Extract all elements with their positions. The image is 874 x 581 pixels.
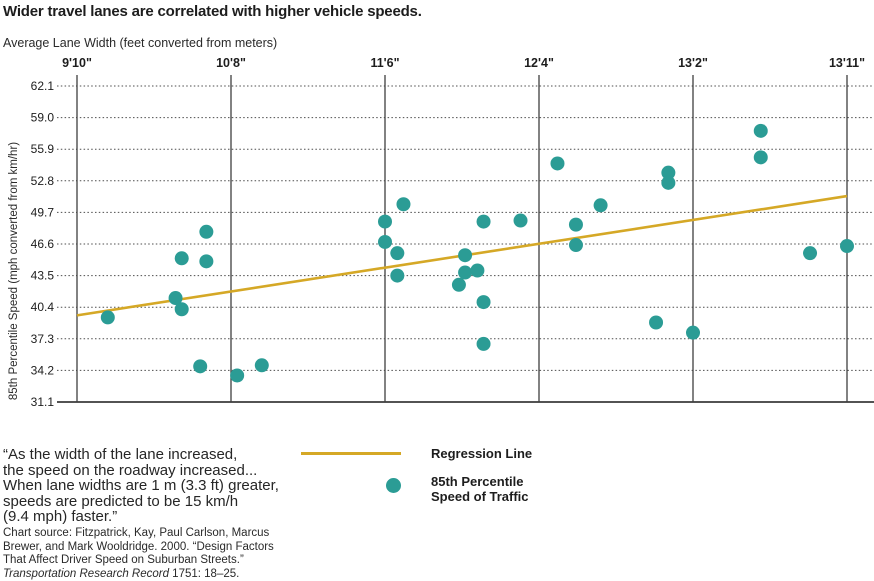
scatter-point [753, 123, 768, 138]
scatter-point [396, 197, 411, 212]
quote-line: (9.4 mph) faster.” [3, 508, 118, 526]
scatter-point [458, 265, 473, 280]
chart-source-citation: Chart source: Fitzpatrick, Kay, Paul Car… [3, 527, 274, 581]
scatter-point [476, 214, 491, 229]
legend-scatter-label-line2: Speed of Traffic [431, 488, 529, 504]
scatter-point [199, 254, 214, 269]
y-tick-label: 40.4 [31, 300, 55, 314]
scatter-point [476, 295, 491, 310]
scatter-point [100, 310, 115, 325]
y-tick-label: 31.1 [31, 395, 55, 409]
x-tick-label: 13'11" [829, 56, 865, 70]
scatter-point [568, 238, 583, 253]
journal-issue-pages: 1751: 18–25. [168, 567, 240, 580]
scatter-point [513, 213, 528, 228]
y-tick-label: 43.5 [31, 269, 55, 283]
scatter-dot-swatch [386, 478, 401, 493]
scatter-point [753, 150, 768, 165]
scatter-point [168, 291, 183, 306]
scatter-chart: 62.1 59.0 55.9 52.8 49.7 46.6 43.5 40.4 37.3 34.2… [31, 56, 874, 409]
y-tick-label: 49.7 [31, 205, 55, 219]
source-line: That Affect Driver Speed on Suburban Str… [3, 554, 244, 566]
y-tick-label: 34.2 [31, 363, 55, 377]
quote-line: “As the width of the lane increased, [3, 446, 238, 463]
y-tick-label: 52.8 [31, 174, 55, 188]
x-tick-label: 12'4" [524, 56, 554, 70]
scatter-point [476, 336, 491, 351]
x-tick-label: 11'6" [370, 56, 399, 70]
x-tick-label: 9'10" [62, 56, 92, 70]
scatter-point [803, 246, 818, 261]
scatter-point [550, 156, 565, 171]
legend-scatter-label-line1: 85th Percentile [431, 474, 524, 489]
scatter-point [686, 325, 700, 340]
quote-line: When lane widths are 1 m (3.3 ft) greate… [3, 477, 279, 495]
scatter-point [451, 277, 466, 292]
y-tick-label: 37.3 [31, 332, 55, 346]
source-line: Transportation Research Record 1751: 18–… [3, 568, 274, 581]
scatter-point [174, 302, 189, 317]
y-tick-label: 59.0 [31, 111, 55, 125]
pull-quote: “As the width of the lane increased, the… [3, 447, 279, 525]
y-tick-label: 62.1 [31, 79, 55, 93]
scatter-point [378, 214, 392, 229]
y-tick-label: 55.9 [31, 142, 55, 156]
scatter-point [174, 251, 189, 266]
regression-line-swatch [301, 452, 401, 455]
scatter-point [193, 359, 208, 374]
x-tick-label: 13'2" [678, 56, 708, 70]
scatter-point [378, 234, 392, 249]
quote-line: the speed on the roadway increased... [3, 461, 258, 479]
scatter-point [568, 217, 583, 232]
scatter-point [254, 358, 269, 373]
scatter-point [390, 268, 405, 283]
scatter-point [649, 315, 664, 330]
legend-regression-label: Regression Line [431, 446, 533, 461]
quote-line: speeds are predicted to be 15 km/h [3, 492, 239, 510]
scatter-point [458, 248, 473, 263]
source-line: Chart source: Fitzpatrick, Kay, Paul Car… [3, 527, 270, 539]
legend-scatter-label: 85th Percentile Speed of Traffic [431, 474, 529, 504]
scatter-point [661, 175, 676, 190]
scatter-point [840, 239, 854, 254]
x-tick-label: 10'8" [216, 56, 246, 70]
page-title: Wider travel lanes are correlated with h… [3, 3, 422, 20]
scatter-point [390, 246, 405, 261]
scatter-point [230, 368, 245, 383]
x-axis-title: Average Lane Width (feet converted from … [3, 36, 278, 50]
scatter-point [199, 224, 214, 239]
source-line: Brewer, and Mark Wooldridge. 2000. “Desi… [3, 540, 274, 553]
scatter-point [593, 198, 608, 213]
scatter-point [470, 263, 485, 278]
scatter-point [661, 165, 676, 180]
journal-name: Transportation Research Record [3, 567, 169, 580]
y-tick-label: 46.6 [31, 237, 55, 251]
